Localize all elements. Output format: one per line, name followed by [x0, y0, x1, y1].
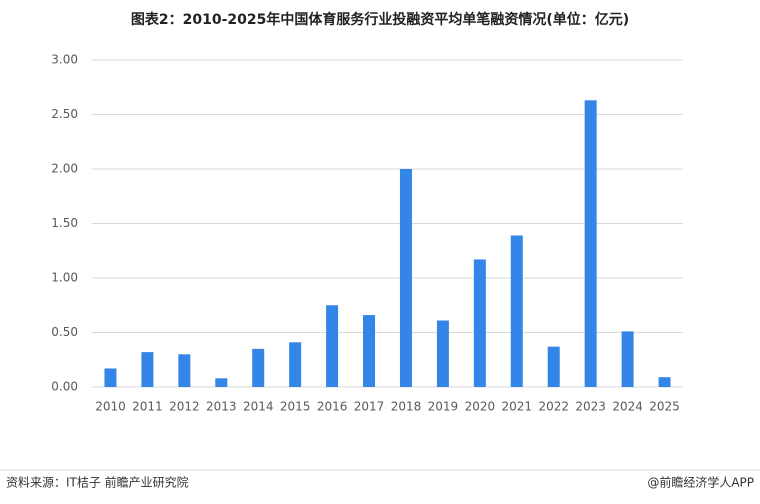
x-tick-label: 2014 — [243, 400, 274, 414]
bar — [215, 378, 228, 387]
x-tick-label: 2011 — [132, 400, 163, 414]
x-tick-label: 2013 — [206, 400, 237, 414]
bar — [289, 342, 302, 387]
bar — [326, 305, 339, 387]
x-tick-label: 2019 — [428, 400, 459, 414]
bar — [510, 235, 523, 387]
y-tick-label: 2.00 — [51, 162, 78, 176]
x-tick-label: 2023 — [575, 400, 606, 414]
bar — [658, 377, 671, 387]
y-tick-label: 3.00 — [51, 53, 78, 67]
y-tick-label: 1.00 — [51, 271, 78, 285]
y-tick-label: 0.50 — [51, 325, 78, 339]
y-tick-label: 0.00 — [51, 380, 78, 394]
chart-title: 图表2：2010-2025年中国体育服务行业投融资平均单笔融资情况(单位：亿元) — [131, 11, 629, 28]
x-tick-label: 2010 — [95, 400, 126, 414]
y-tick-label: 2.50 — [51, 107, 78, 121]
bar — [178, 354, 191, 387]
bar — [473, 259, 486, 387]
source: 资料来源：IT桔子 前瞻产业研究院 — [6, 475, 189, 490]
x-tick-label: 2020 — [465, 400, 496, 414]
x-tick-label: 2022 — [538, 400, 569, 414]
bar — [363, 315, 376, 387]
bar — [584, 100, 597, 387]
bar — [547, 346, 560, 387]
x-tick-label: 2018 — [391, 400, 422, 414]
x-tick-label: 2025 — [649, 400, 680, 414]
bar — [141, 352, 154, 387]
x-tick-label: 2024 — [612, 400, 643, 414]
bar — [104, 368, 117, 387]
bar — [399, 169, 412, 387]
bar — [436, 320, 449, 387]
y-tick-label: 1.50 — [51, 216, 78, 230]
brand: @前瞻经济学人APP — [647, 475, 754, 490]
x-tick-label: 2016 — [317, 400, 348, 414]
bar — [252, 348, 265, 387]
x-tick-label: 2012 — [169, 400, 200, 414]
x-tick-label: 2017 — [354, 400, 385, 414]
x-tick-label: 2021 — [502, 400, 533, 414]
x-tick-label: 2015 — [280, 400, 311, 414]
bar — [621, 331, 634, 387]
